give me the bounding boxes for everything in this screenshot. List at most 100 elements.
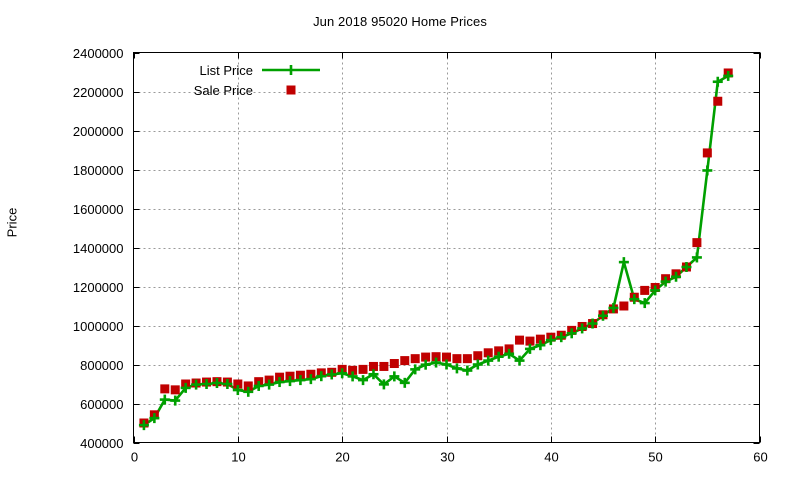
- list-price-point: [222, 379, 233, 389]
- legend: List Price Sale Price: [194, 63, 320, 98]
- list-price-point: [191, 379, 202, 390]
- list-price-point: [274, 377, 285, 388]
- list-price-point: [504, 348, 515, 359]
- list-price-point: [201, 379, 212, 389]
- y-tick-label: 2000000: [73, 124, 124, 139]
- list-price-point: [514, 355, 525, 366]
- sale-price-point: [640, 285, 650, 295]
- list-price-point: [650, 285, 661, 296]
- sale-price-point: [160, 384, 170, 394]
- list-price-point: [264, 379, 275, 390]
- list-price-point: [337, 368, 348, 379]
- legend-swatch-sale-price: [286, 85, 296, 95]
- x-tick-label: 50: [648, 450, 662, 465]
- list-price-point: [399, 377, 410, 388]
- list-price-point: [587, 318, 598, 329]
- list-price-point: [639, 298, 650, 309]
- x-tick-label: 30: [440, 450, 454, 465]
- y-tick-label: 2200000: [73, 85, 124, 100]
- sale-price-point: [389, 359, 399, 369]
- x-axis-tick-labels: 0 10 20 30 40 50 60: [131, 450, 768, 465]
- list-price-point: [159, 394, 170, 405]
- y-tick-label: 1200000: [73, 280, 124, 295]
- page-title: Jun 2018 95020 Home Prices: [313, 14, 487, 29]
- list-price-point: [211, 378, 222, 389]
- list-price-point: [462, 365, 473, 376]
- list-price-point: [441, 359, 452, 370]
- list-price-point: [493, 351, 504, 362]
- list-price-point: [629, 294, 640, 305]
- list-price-point: [556, 332, 567, 343]
- list-price-point: [243, 386, 254, 397]
- legend-label-list-price: List Price: [200, 63, 253, 78]
- list-price-point: [472, 359, 483, 370]
- sale-price-point: [702, 148, 712, 158]
- y-tick-label: 1600000: [73, 202, 124, 217]
- list-price-point: [483, 355, 494, 366]
- list-price-point: [618, 257, 629, 268]
- list-price-point: [368, 369, 379, 380]
- x-tick-label: 20: [335, 450, 349, 465]
- list-price-point: [431, 357, 442, 368]
- sale-price-point: [462, 354, 472, 364]
- legend-label-sale-price: Sale Price: [194, 83, 253, 98]
- y-tick-label: 1800000: [73, 163, 124, 178]
- sale-price-point: [410, 354, 420, 364]
- list-price-point: [577, 323, 588, 334]
- list-price-point: [410, 364, 421, 375]
- list-price-point: [253, 380, 264, 391]
- sale-price-point: [442, 352, 451, 362]
- sale-price-point: [713, 96, 723, 106]
- sale-price-point: [525, 336, 535, 346]
- list-price-point: [378, 379, 389, 390]
- list-price-point: [723, 70, 734, 81]
- list-price-point: [712, 76, 723, 87]
- y-tick-label: 2400000: [73, 46, 124, 61]
- list-price-point: [535, 340, 546, 351]
- list-price-point: [681, 262, 692, 272]
- list-price-point: [326, 369, 337, 380]
- plot-border: [133, 52, 760, 443]
- list-price-point: [170, 395, 181, 406]
- list-price-point: [420, 359, 431, 370]
- list-price-point: [138, 420, 149, 431]
- y-tick-label: 800000: [80, 358, 123, 373]
- sale-price-point: [431, 352, 441, 362]
- axis-ticks: [133, 52, 761, 444]
- list-price-point: [389, 371, 400, 382]
- sale-price-point: [379, 361, 389, 371]
- list-price-point: [608, 302, 619, 313]
- y-axis-tick-labels: 400000 600000 800000 1000000 1200000 1400000 1…: [73, 46, 124, 451]
- list-price-point: [566, 328, 577, 339]
- sale-price-point: [692, 238, 702, 248]
- list-price-polyline: [143, 74, 729, 427]
- list-price-point: [702, 165, 713, 176]
- list-price-point: [295, 375, 306, 386]
- sale-price-point: [473, 351, 483, 361]
- list-price-point: [232, 385, 243, 396]
- list-price-markers: [138, 70, 734, 431]
- list-price-point: [316, 371, 327, 382]
- sale-price-point: [535, 334, 545, 344]
- list-price-point: [545, 335, 556, 346]
- list-price-point: [347, 371, 358, 382]
- list-price-point: [660, 276, 671, 287]
- sale-price-point: [619, 301, 629, 311]
- list-price-point: [451, 363, 462, 374]
- y-tick-label: 600000: [80, 397, 123, 412]
- list-price-point: [180, 382, 191, 393]
- sale-price-point: [170, 385, 180, 395]
- list-price-point: [671, 271, 682, 282]
- list-price-point: [358, 375, 369, 386]
- y-tick-label: 1000000: [73, 319, 124, 334]
- sale-price-point: [452, 354, 462, 364]
- list-price-point: [691, 252, 702, 263]
- sale-price-markers: [139, 68, 733, 428]
- list-price-point: [598, 310, 608, 321]
- sale-price-point: [243, 381, 253, 391]
- list-price-point: [305, 374, 316, 385]
- x-tick-label: 60: [753, 450, 767, 465]
- list-price-line: [143, 74, 729, 427]
